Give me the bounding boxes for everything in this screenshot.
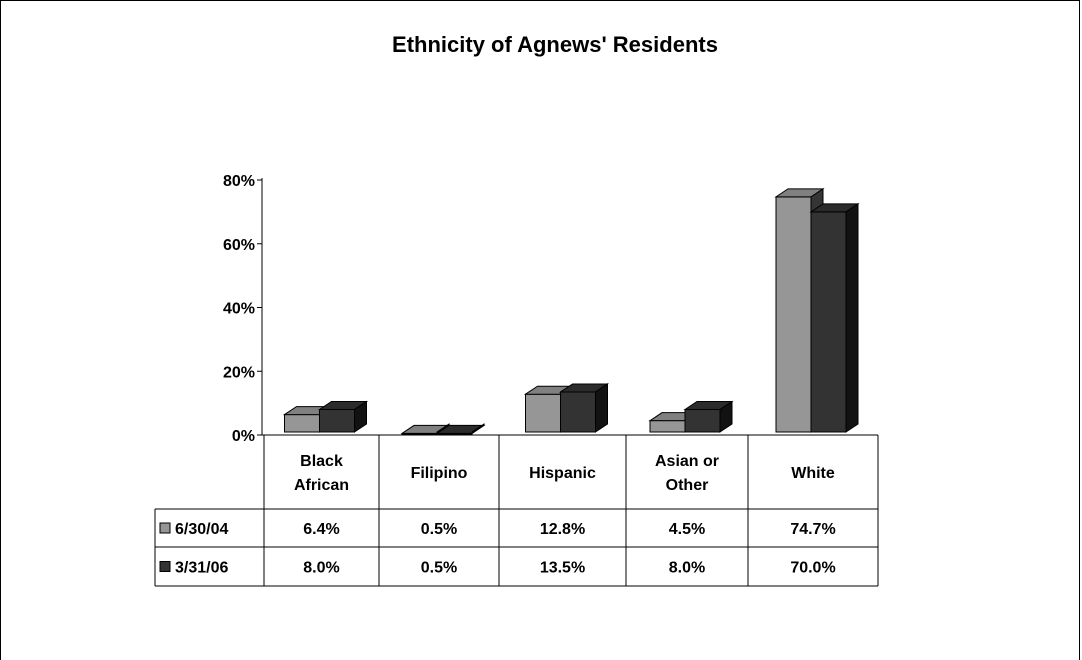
legend-series-name: 3/31/06 (175, 560, 228, 577)
bars (282, 187, 860, 435)
data-label: 12.8% (540, 521, 585, 538)
bar-front (525, 393, 561, 433)
bar-front (649, 420, 686, 433)
bar-side (354, 400, 367, 433)
bar-side (595, 383, 608, 433)
y-tick-label: 60% (223, 237, 255, 254)
bar (317, 400, 369, 433)
bar (558, 383, 610, 433)
data-table: Black African Filipino Hispanic Asian or Othe… (154, 434, 879, 587)
bar-side (845, 202, 859, 433)
data-label: 8.0% (303, 560, 339, 577)
bar-front (319, 409, 355, 433)
bar-side (719, 400, 733, 433)
y-tick-label: 80% (223, 173, 255, 190)
data-label: 4.5% (669, 521, 705, 538)
category-label: African (294, 477, 349, 494)
bar (683, 400, 734, 433)
y-tick-label: 40% (223, 301, 255, 318)
chart-title: Ethnicity of Agnews' Residents (392, 32, 718, 57)
data-label: 0.5% (421, 560, 457, 577)
category-label: Black (300, 453, 343, 470)
category-label: Other (666, 477, 709, 494)
legend-swatch (159, 561, 171, 572)
bar-front (560, 391, 596, 433)
bar-front (775, 196, 812, 433)
data-label: 74.7% (790, 521, 835, 538)
chart: Ethnicity of Agnews' Residents 0% 20% 40% 6… (154, 32, 879, 587)
data-label: 6.4% (303, 521, 339, 538)
bar (435, 423, 486, 435)
legend-swatch (159, 522, 171, 534)
bar-side (471, 423, 485, 435)
category-label: Asian or (655, 453, 719, 470)
bar-front (810, 211, 847, 433)
data-label: 13.5% (540, 560, 585, 577)
data-label: 8.0% (669, 560, 705, 577)
bar-front (284, 414, 320, 433)
category-label: Hispanic (529, 465, 596, 482)
y-tick-label: 0% (232, 428, 255, 445)
bar-front (684, 409, 721, 433)
y-tick-label: 20% (223, 364, 255, 381)
category-label: Filipino (411, 465, 468, 482)
category-label: White (791, 465, 835, 482)
legend-series-name: 6/30/04 (175, 521, 228, 538)
bar (809, 202, 860, 433)
y-axis: 0% 20% 40% 60% 80% (223, 173, 263, 445)
data-label: 70.0% (790, 560, 835, 577)
data-label: 0.5% (421, 521, 457, 538)
